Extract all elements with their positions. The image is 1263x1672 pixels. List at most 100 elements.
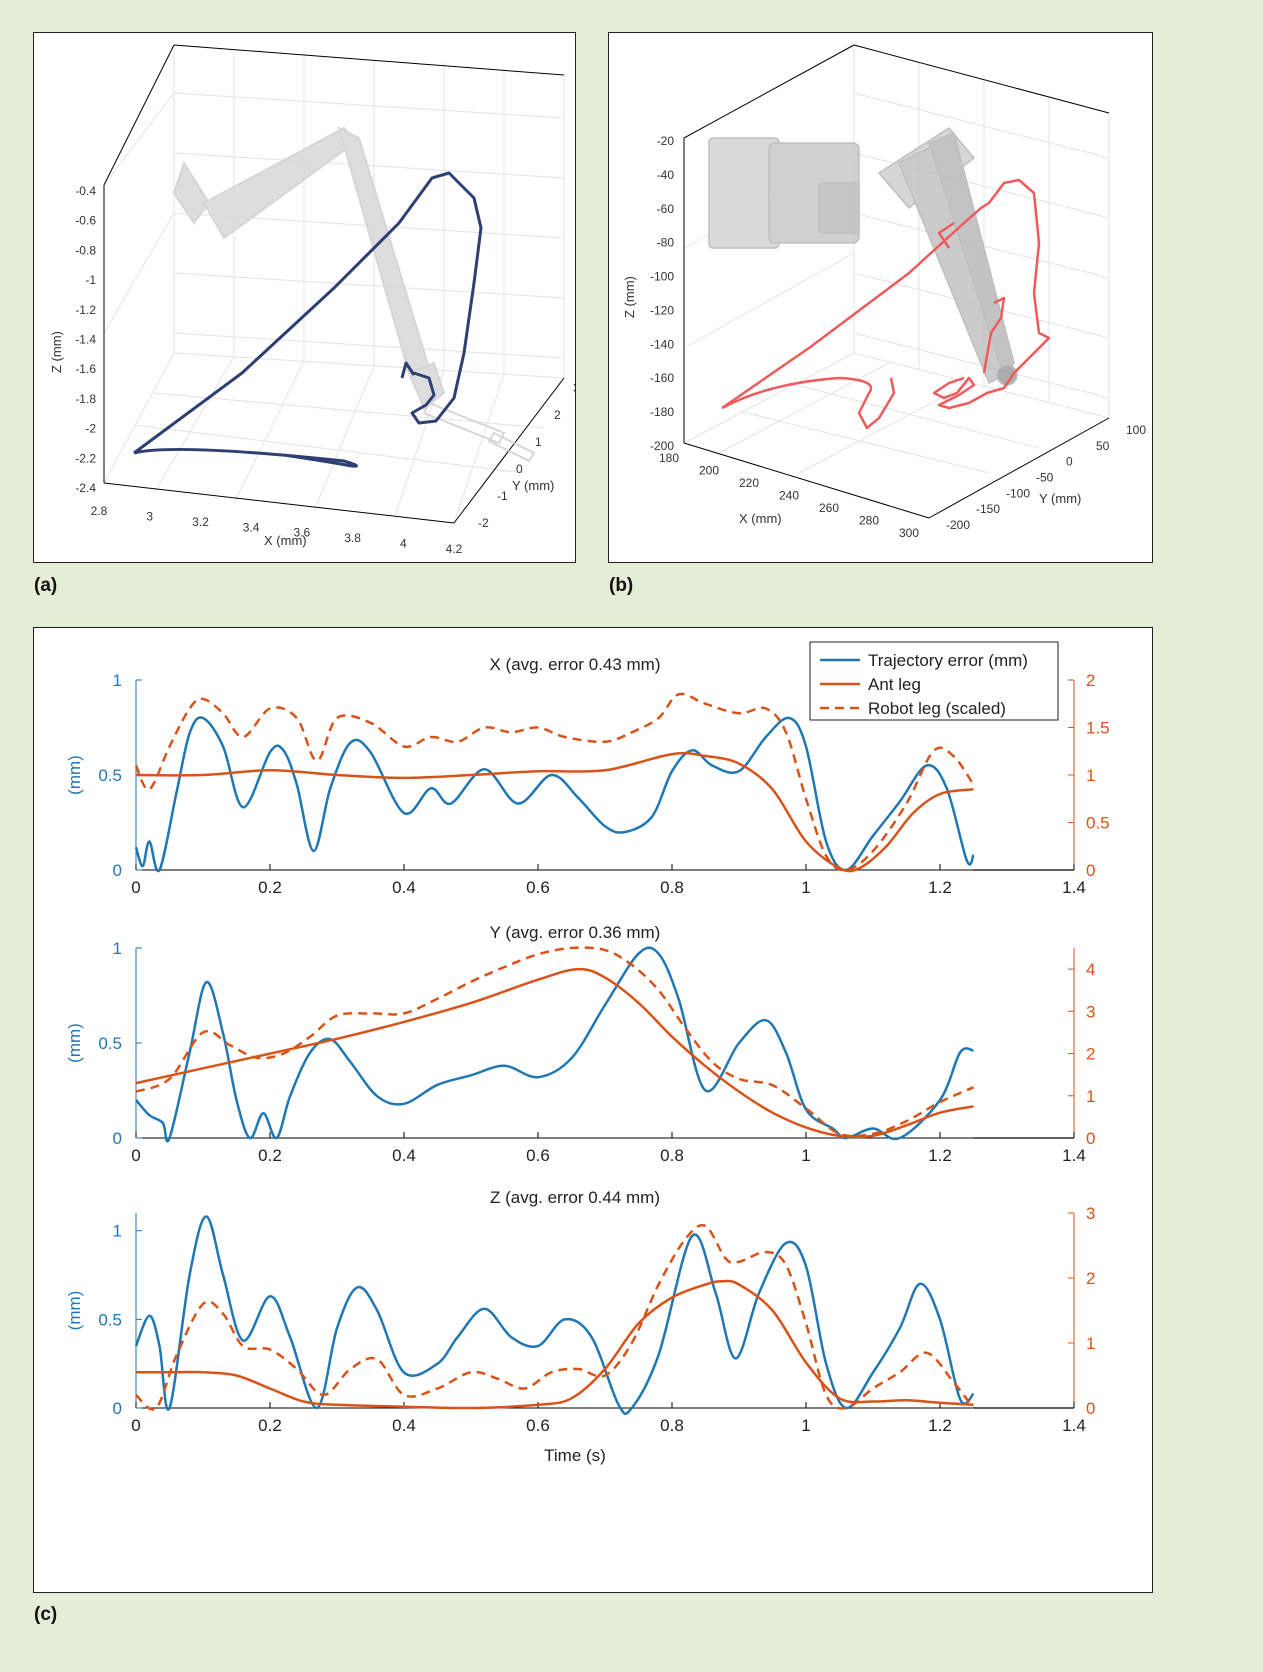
x-tick-label: 0.4 [392, 878, 416, 897]
left-tick-label: 1 [113, 1222, 122, 1241]
left-tick-label: 1 [113, 671, 122, 690]
panel-b-y-tick-4: 0 [1066, 455, 1073, 469]
panel-a-z-tick-3: -1 [85, 273, 96, 287]
panel-a-axes [103, 44, 565, 524]
x-tick-label: 0.2 [258, 1416, 282, 1435]
panel-a-z-tick-9: -2.2 [75, 451, 96, 465]
panel-b-label: (b) [609, 575, 634, 596]
series-robot-leg-scaled- [134, 692, 975, 872]
series-ant-leg [135, 751, 974, 873]
panel-a-z-tick-10: -2.4 [75, 481, 96, 495]
panel-a-x-tick-2: 3.2 [192, 515, 209, 529]
x-tick-label: 1.2 [928, 1146, 952, 1165]
ant-leg-silhouette [172, 126, 536, 463]
panel-b-3d-plot: -20 -40 -60 -80 -100 -120 -140 -160 -180 -200 180… [622, 44, 1146, 540]
subplot-title: Z (avg. error 0.44 mm) [490, 1188, 660, 1207]
panel-b-x-tick-1: 200 [699, 464, 719, 478]
panel-a-z-tick-0: -0.4 [75, 184, 96, 198]
right-tick-label: 1 [1086, 766, 1095, 785]
x-tick-label: 0.6 [526, 1416, 550, 1435]
panel-a-grid [103, 45, 565, 524]
panel-b-x-tick-5: 280 [859, 514, 879, 528]
panel-b-z-tick-0: -20 [657, 134, 675, 148]
x-tick-label: 0.8 [660, 1416, 684, 1435]
panel-a-z-tick-1: -0.6 [75, 214, 96, 228]
left-tick-label: 1 [113, 939, 122, 958]
panel-a-3d-plot: -0.4 -0.6 -0.8 -1 -1.2 -1.4 -1.6 -1.8 -2 -2.2 -2.4… [49, 44, 580, 556]
x-tick-label: 0.8 [660, 1146, 684, 1165]
panel-b-y-tick-group: -200 -150 -100 -50 0 50 100 [946, 423, 1146, 532]
series-ant-leg [135, 967, 974, 1139]
right-tick-label: 2 [1086, 1045, 1095, 1064]
x-tick-label: 0 [131, 878, 140, 897]
panel-a-y-tick-5: 3 [573, 381, 575, 395]
panel-b-x-tick-0: 180 [659, 451, 679, 465]
x-tick-label: 0 [131, 1146, 140, 1165]
robot-leg-model [708, 127, 1018, 386]
panel-a-x-tick-group: 2.8 3 3.2 3.4 3.6 3.8 4 4.2 [91, 504, 463, 556]
x-tick-label: 0.6 [526, 878, 550, 897]
panel-b-x-tick-2: 220 [739, 476, 759, 490]
panel-a-z-tick-7: -1.8 [75, 392, 96, 406]
panel-b-x-tick-6: 300 [899, 526, 919, 540]
right-tick-label: 2 [1086, 671, 1095, 690]
x-tick-label: 0.4 [392, 1416, 416, 1435]
legend-entry-2: Robot leg (scaled) [868, 699, 1006, 718]
right-tick-label: 1 [1086, 1087, 1095, 1106]
x-tick-label: 1.2 [928, 878, 952, 897]
panel-a-x-tick-1: 3 [146, 509, 153, 523]
x-tick-label: 0.6 [526, 1146, 550, 1165]
panel-b-grid [683, 45, 1110, 474]
panel-b: -20 -40 -60 -80 -100 -120 -140 -160 -180 -200 180… [608, 32, 1153, 563]
panel-b-z-tick-1: -40 [657, 168, 675, 182]
panel-c-line-charts: 0 0.2 0.4 0.6 0.8 1 1.2 1.400.5100.511.52(mm)X … [65, 641, 1110, 1465]
right-tick-label: 0 [1086, 1129, 1095, 1148]
x-tick-label: 1.2 [928, 1416, 952, 1435]
x-tick-label: 1 [801, 1146, 810, 1165]
panel-a-x-tick-3: 3.4 [243, 520, 260, 534]
right-tick-label: 1.5 [1086, 719, 1110, 738]
left-tick-label: 0 [113, 1399, 122, 1418]
series-trajectory-error-mm- [134, 716, 975, 873]
panel-a-x-tick-0: 2.8 [91, 504, 108, 518]
legend-entry-0: Trajectory error (mm) [868, 651, 1028, 670]
series-trajectory-error-mm- [134, 1215, 975, 1416]
panel-b-y-tick-2: -100 [1006, 486, 1030, 500]
x-tick-label: 1.4 [1062, 1146, 1086, 1165]
panel-b-z-tick-8: -180 [650, 405, 674, 419]
series-robot-leg-scaled- [135, 1223, 975, 1411]
panel-a-z-axis-label: Z (mm) [49, 331, 64, 373]
panel-a: -0.4 -0.6 -0.8 -1 -1.2 -1.4 -1.6 -1.8 -2 -2.2 -2.4… [33, 32, 580, 563]
subplot-title: Y (avg. error 0.36 mm) [490, 923, 661, 942]
panel-a-y-tick-2: 0 [516, 462, 523, 476]
left-tick-label: 0.5 [98, 1034, 122, 1053]
panel-b-trajectory [721, 178, 1051, 430]
panel-b-z-tick-7: -160 [650, 371, 674, 385]
panel-b-z-tick-5: -120 [650, 303, 674, 317]
panel-a-y-tick-4: 2 [554, 408, 561, 422]
right-tick-label: 4 [1086, 960, 1095, 979]
x-tick-label: 0 [131, 1416, 140, 1435]
y-axis-label: (mm) [65, 1291, 84, 1331]
panel-a-z-tick-6: -1.6 [75, 362, 96, 376]
panel-b-z-tick-3: -80 [657, 236, 675, 250]
panel-b-y-tick-3: -50 [1036, 471, 1054, 485]
panel-b-z-tick-group: -20 -40 -60 -80 -100 -120 -140 -160 -180 -200 [650, 134, 674, 453]
right-tick-label: 3 [1086, 1204, 1095, 1223]
series-ant-leg [136, 1279, 974, 1410]
panel-b-x-tick-4: 260 [819, 501, 839, 515]
right-tick-label: 2 [1086, 1269, 1095, 1288]
panel-a-x-tick-7: 4.2 [446, 542, 463, 556]
right-tick-label: 0 [1086, 861, 1095, 880]
panel-a-x-tick-5: 3.8 [344, 531, 361, 545]
x-tick-label: 1 [801, 1416, 810, 1435]
series-trajectory-error-mm- [135, 946, 974, 1143]
legend: Trajectory error (mm) Ant leg Robot leg (s… [809, 641, 1059, 721]
panel-a-trajectory [133, 171, 483, 468]
panel-b-y-tick-6: 100 [1126, 423, 1146, 437]
right-tick-label: 0 [1086, 1399, 1095, 1418]
